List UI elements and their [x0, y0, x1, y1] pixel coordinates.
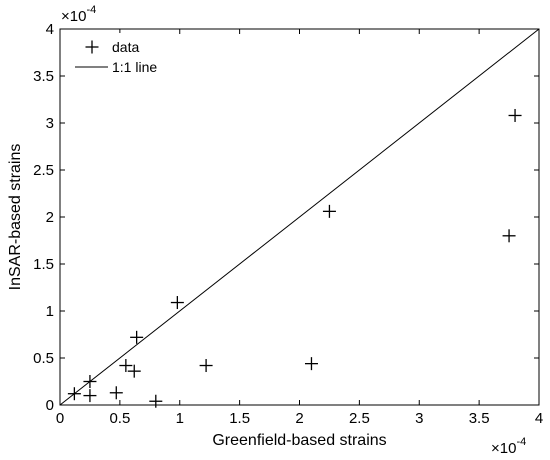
legend: data 1:1 line: [64, 33, 174, 75]
y-multiplier-exponent: -4: [86, 4, 96, 16]
x-tick-label: 1: [176, 410, 184, 427]
legend-label-data: data: [112, 39, 139, 55]
y-tick-label: 3: [46, 115, 54, 132]
data-point: [304, 357, 318, 371]
y-axis-label: InSAR-based strains: [7, 144, 24, 291]
x-tick-label: 4: [535, 410, 543, 427]
y-tick-label: 2.5: [33, 162, 54, 179]
y-tick-label: 4: [46, 21, 54, 38]
y-tick-label: 3.5: [33, 68, 54, 85]
x-tick-label: 0: [56, 410, 64, 427]
x-tick-label: 3: [415, 410, 423, 427]
data-point: [83, 389, 97, 403]
data-point: [67, 387, 81, 401]
plot-area: 0 0.5 1 1.5 2 2.5 3 3.5 4 0 0.5 1 1.5 2 2.5 3 3.5 4: [33, 21, 543, 427]
x-tick-label: 2: [295, 410, 303, 427]
legend-marker-data: [85, 40, 99, 54]
data-point: [199, 359, 213, 373]
y-tick-label: 0: [46, 397, 54, 414]
x-tick-label: 1.5: [229, 410, 250, 427]
data-point: [119, 359, 133, 373]
x-axis-label: Greenfield-based strains: [212, 432, 386, 449]
data-point: [170, 296, 184, 310]
data-point: [149, 394, 163, 408]
x-multiplier-exponent: -4: [516, 436, 526, 448]
data-point: [502, 229, 516, 243]
y-tick-label: 1: [46, 303, 54, 320]
y-axis-multiplier: ×10-4: [61, 4, 96, 25]
y-tick-label: 2: [46, 209, 54, 226]
data-point: [508, 108, 522, 122]
x-tick-label: 2.5: [349, 410, 370, 427]
y-multiplier-base: ×10: [61, 8, 86, 25]
one-to-one-line: [59, 28, 540, 406]
data-point: [322, 204, 336, 218]
legend-label-line: 1:1 line: [112, 59, 157, 75]
data-point: [109, 386, 123, 400]
data-point: [130, 330, 144, 344]
x-axis-multiplier: ×10-4: [491, 436, 526, 457]
x-tick-label: 3.5: [469, 410, 490, 427]
y-tick-label: 1.5: [33, 256, 54, 273]
data-point: [83, 375, 97, 388]
x-multiplier-base: ×10: [491, 440, 516, 457]
x-tick-label: 0.5: [109, 410, 130, 427]
y-tick-label: 0.5: [33, 350, 54, 367]
legend-box: [64, 33, 174, 75]
data-point: [127, 364, 141, 378]
